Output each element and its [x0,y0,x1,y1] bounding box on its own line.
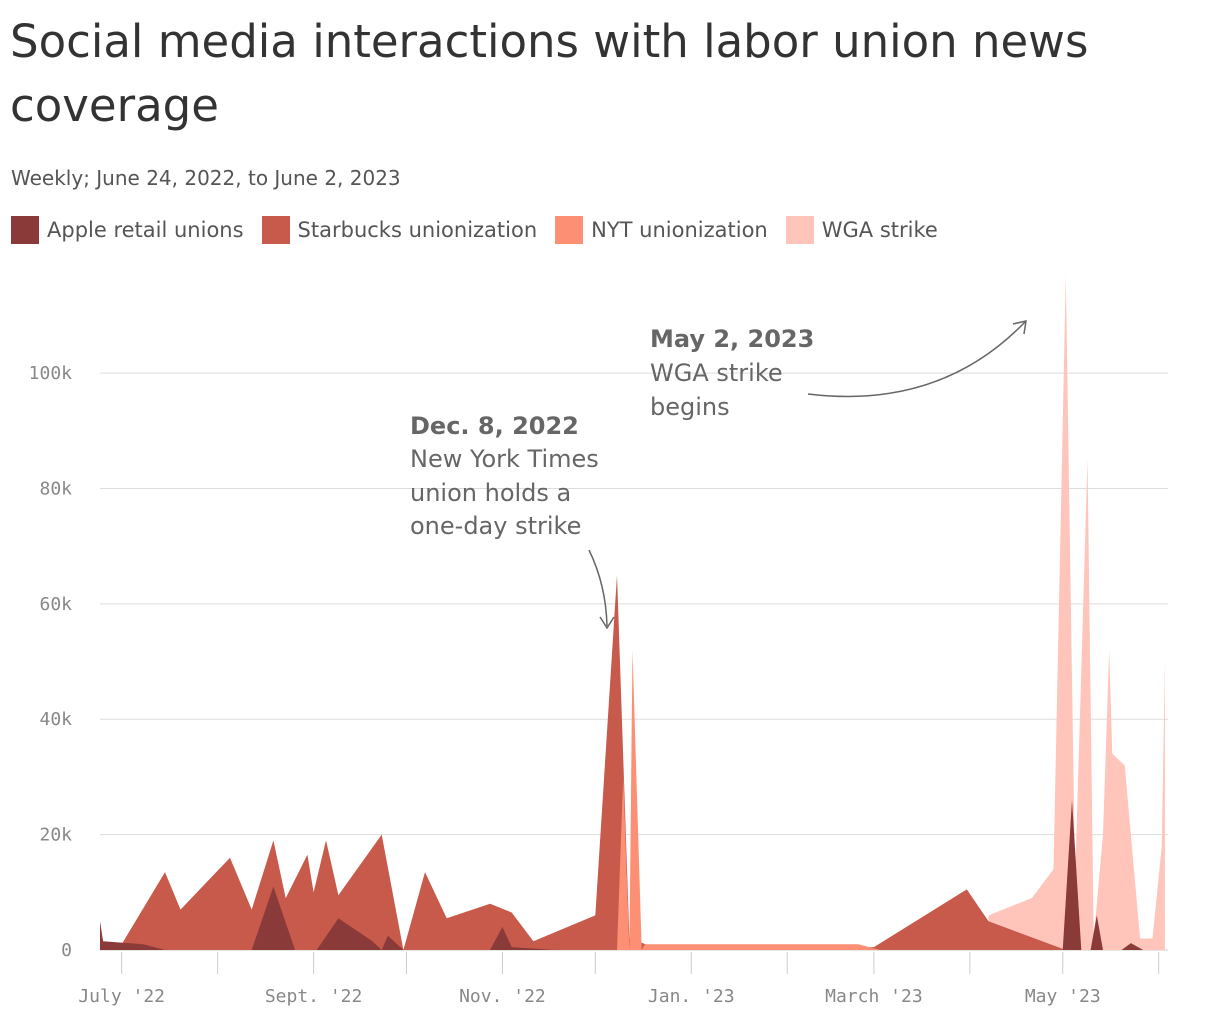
legend-swatch-wga [785,216,814,244]
annotation-nyt-line-2: union holds a [410,479,571,507]
annotation-wga-arrowhead [1012,320,1027,335]
y-tick-label: 20k [39,825,72,846]
annotation-nyt-arrowhead [599,616,615,630]
legend-label-starbucks: Starbucks unionization [297,218,538,242]
annotation-wga-arrow [807,321,1026,398]
y-tick-label: 0 [61,940,72,961]
y-tick-label: 100k [29,363,73,384]
y-tick-label: 40k [39,709,72,730]
y-tick-label: 60k [39,594,72,615]
annotation-wga-date: May 2, 2023 [650,325,814,353]
legend-label-wga: WGA strike [821,218,938,242]
annotation-nyt-arrow [588,549,608,627]
series-area-wga-strike [988,275,1165,950]
x-tick-label: Nov. '22 [459,986,546,1007]
legend: Apple retail unions Starbucks unionizati… [11,216,956,244]
x-tick-label: Jan. '23 [648,986,735,1007]
x-tick-label: March '23 [825,986,923,1007]
x-tick-label: Sept. '22 [265,986,363,1007]
legend-item-starbucks: Starbucks unionization [261,216,538,244]
x-tick-label: July '22 [78,986,165,1007]
legend-swatch-apple [11,216,39,244]
legend-item-wga: WGA strike [785,216,938,244]
legend-swatch-starbucks [261,216,290,244]
series-area-nyt-unionization [617,650,881,950]
x-tick-label: May '23 [1025,986,1101,1007]
annotation-layer: Dec. 8, 2022 New York Times union holds … [410,320,1027,630]
legend-item-apple: Apple retail unions [11,216,244,244]
axis-layer: 0 20k 40k 60k 80k 100k July '22 Sept. '22 Nov. '… [29,363,1160,1007]
annotation-nyt-line-3: one-day strike [410,512,581,540]
chart-subtitle: Weekly; June 24, 2022, to June 2, 2023 [11,166,401,190]
annotation-nyt-date: Dec. 8, 2022 [410,412,579,440]
annotation-wga-line-2: begins [650,393,730,421]
legend-label-apple: Apple retail unions [47,218,244,242]
legend-swatch-nyt [555,216,584,244]
legend-item-nyt: NYT unionization [555,216,768,244]
annotation-nyt-line-1: New York Times [410,445,599,473]
series-layer [100,275,1165,950]
series-area-starbucks-unionization [100,575,1066,950]
y-tick-label: 80k [39,478,72,499]
annotation-wga-line-1: WGA strike [650,359,783,387]
legend-label-nyt: NYT unionization [591,218,768,242]
chart-title: Social media interactions with labor uni… [10,15,1089,132]
